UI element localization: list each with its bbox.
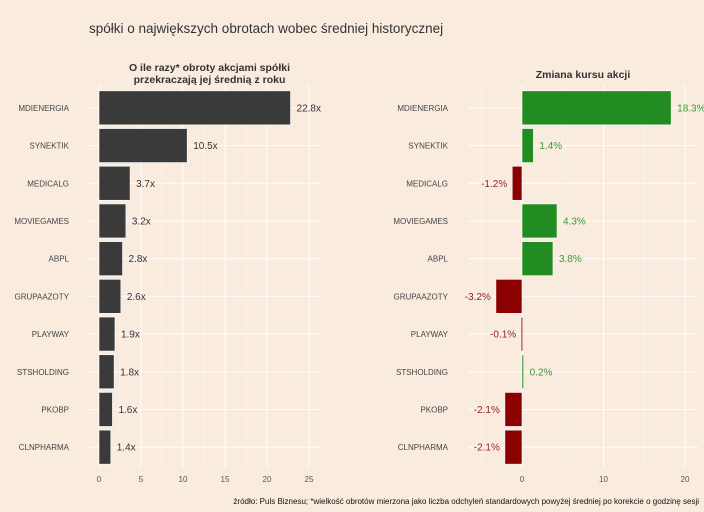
right-bar	[521, 203, 558, 239]
right-bar	[504, 392, 523, 427]
left-category-label: MOVIEGAMES	[14, 217, 69, 226]
source-caption: źródło: Puls Biznesu; *wielkość obrotów …	[233, 497, 699, 506]
right-bar	[520, 316, 523, 352]
right-data-label: -1.2%	[481, 179, 507, 190]
right-bar	[521, 241, 554, 276]
left-bar	[98, 279, 122, 314]
right-bar	[521, 128, 534, 163]
left-data-label: 3.7x	[136, 179, 155, 190]
left-data-label: 22.8x	[297, 103, 321, 114]
left-bar	[98, 203, 127, 239]
left-x-tick-label: 10	[179, 475, 188, 484]
left-bar	[98, 429, 112, 465]
right-data-label: -2.1%	[474, 443, 500, 454]
chart-title: spółki o największych obrotach wobec śre…	[89, 21, 444, 36]
left-data-label: 1.9x	[121, 330, 140, 341]
left-data-label: 2.8x	[129, 254, 148, 265]
left-category-label: PLAYWAY	[32, 330, 70, 339]
right-bar	[504, 429, 523, 465]
left-x-tick-label: 20	[263, 475, 272, 484]
right-category-label: MEDICALG	[406, 179, 448, 188]
right-bar	[495, 279, 523, 314]
right-bar	[521, 90, 672, 126]
right-x-tick-label: 20	[681, 475, 690, 484]
right-category-label: ABPL	[428, 255, 449, 264]
left-data-label: 1.8x	[120, 367, 139, 378]
right-bar	[521, 354, 524, 390]
left-category-label: SYNEKTIK	[29, 142, 69, 151]
left-bar	[98, 128, 188, 163]
right-category-label: GRUPAAZOTY	[393, 292, 448, 301]
right-x-tick-label: 0	[520, 475, 525, 484]
left-bar	[98, 165, 131, 201]
left-bar	[98, 90, 291, 126]
left-category-label: PKOBP	[41, 405, 69, 414]
left-data-label: 10.5x	[193, 141, 217, 152]
left-panel-title-line-1: O ile razy* obroty akcjami spółki	[128, 62, 291, 74]
right-data-label: -2.1%	[474, 405, 500, 416]
left-bar	[98, 354, 115, 390]
left-x-tick-label: 0	[97, 475, 102, 484]
left-bar	[98, 392, 113, 427]
right-bar	[511, 165, 523, 201]
left-x-tick-label: 5	[139, 475, 144, 484]
right-category-label: MDIENERGIA	[397, 104, 448, 113]
right-panel-title: Zmiana kursu akcji	[535, 69, 631, 81]
right-category-label: SYNEKTIK	[408, 142, 448, 151]
left-data-label: 1.4x	[117, 443, 136, 454]
left-bar	[98, 241, 123, 276]
left-category-label: ABPL	[49, 255, 70, 264]
left-x-tick-label: 15	[221, 475, 230, 484]
left-data-label: 2.6x	[127, 292, 146, 303]
right-data-label: 18.3%	[677, 103, 704, 114]
left-x-tick-label: 25	[305, 475, 314, 484]
left-panel-title: O ile razy* obroty akcjami spółki przekr…	[99, 62, 320, 86]
right-data-label: -0.1%	[490, 330, 516, 341]
right-data-label: 0.2%	[530, 367, 553, 378]
right-category-label: PLAYWAY	[411, 330, 449, 339]
left-data-label: 3.2x	[132, 216, 151, 227]
right-category-label: PKOBP	[420, 405, 448, 414]
left-category-label: MDIENERGIA	[18, 104, 69, 113]
right-x-tick-label: 10	[599, 475, 608, 484]
right-data-label: 1.4%	[539, 141, 562, 152]
left-category-label: STSHOLDING	[17, 368, 69, 377]
right-data-label: -3.2%	[465, 292, 491, 303]
right-category-label: STSHOLDING	[396, 368, 448, 377]
right-category-label: CLNPHARMA	[398, 443, 449, 452]
left-category-label: CLNPHARMA	[19, 443, 70, 452]
right-category-label: MOVIEGAMES	[393, 217, 448, 226]
left-bar	[98, 316, 116, 352]
right-data-label: 3.8%	[559, 254, 582, 265]
left-category-label: GRUPAAZOTY	[14, 292, 69, 301]
right-data-label: 4.3%	[563, 216, 586, 227]
left-category-label: MEDICALG	[27, 179, 69, 188]
left-panel-title-line-2: przekraczają jej średnią z roku	[133, 74, 286, 86]
left-data-label: 1.6x	[118, 405, 137, 416]
